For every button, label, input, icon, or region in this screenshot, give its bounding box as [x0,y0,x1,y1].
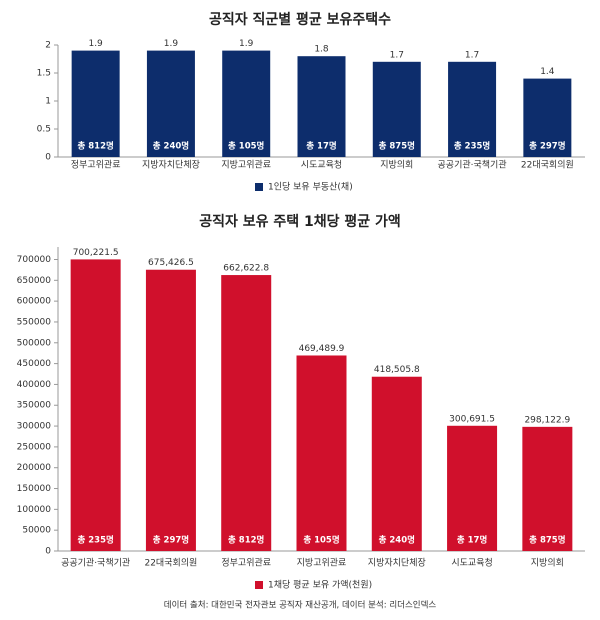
bar-inner-label: 총 105명 [228,141,264,152]
y-tick-label: 0.5 [37,125,51,135]
x-tick-label: 정부고위관료 [71,160,121,171]
y-tick-label: 550000 [17,317,52,327]
value-label: 675,426.5 [148,258,194,268]
y-tick-label: 100000 [17,505,52,515]
y-tick-label: 500000 [17,338,52,348]
bar [523,78,572,157]
bar [522,426,573,551]
legend-label: 1인당 보유 부동산(채) [268,182,353,193]
value-label: 418,505.8 [374,365,420,375]
bar-inner-label: 총 297명 [529,141,565,152]
value-label: 662,622.8 [223,264,269,274]
legend-swatch [255,581,263,589]
bar [448,61,497,157]
x-tick-label: 공공기관·국책기관 [61,557,130,569]
bar [296,355,347,551]
bar [221,275,272,551]
y-tick-label: 400000 [17,380,52,390]
bar-inner-label: 총 105명 [303,535,339,546]
bar [372,61,421,157]
value-label: 300,691.5 [449,414,495,424]
y-tick-label: 300000 [17,422,52,432]
x-tick-label: 정부고위관료 [221,558,271,569]
y-tick-label: 250000 [17,442,52,452]
bar [71,50,120,157]
value-label: 1.9 [88,39,103,49]
bar-inner-label: 총 17명 [457,535,487,546]
x-tick-label: 공공기관·국책기관 [438,159,507,171]
value-label: 1.8 [314,45,329,55]
y-tick-label: 0 [45,153,51,163]
y-tick-label: 700000 [17,255,52,265]
bar-inner-label: 총 812명 [77,141,113,152]
bar-inner-label: 총 297명 [153,535,189,546]
x-tick-label: 22대국회의원 [521,160,574,171]
x-tick-label: 지방자치단체장 [142,159,200,171]
y-tick-label: 600000 [17,297,52,307]
x-tick-label: 22대국회의원 [144,558,197,569]
chart-title: 공직자 보유 주택 1채당 평균 가액 [199,213,401,230]
footer: 데이터 출처: 대한민국 전자관보 공직자 재산공개, 데이터 분석: 리더스인… [164,600,437,611]
bar-inner-label: 총 875명 [379,141,415,152]
value-label: 1.7 [465,50,479,60]
x-tick-label: 지방고위관료 [297,558,347,569]
legend-swatch [255,183,263,191]
y-tick-label: 650000 [17,276,52,286]
bar [146,50,195,157]
bar [297,56,346,158]
x-tick-label: 시도교육청 [451,558,492,569]
y-tick-label: 50000 [22,526,51,536]
value-label: 700,221.5 [73,248,119,258]
x-tick-label: 지방의회 [380,160,413,171]
y-tick-label: 450000 [17,359,52,369]
value-label: 1.4 [540,67,555,77]
bar [70,259,121,551]
bar-inner-label: 총 17명 [306,141,336,152]
bar-inner-label: 총 235명 [454,141,490,152]
y-tick-label: 150000 [17,484,52,494]
value-label: 1.7 [390,50,404,60]
y-tick-label: 2 [45,41,51,51]
bar-inner-label: 총 235명 [77,535,113,546]
x-tick-label: 지방고위관료 [221,160,271,171]
bar-inner-label: 총 240명 [379,535,415,546]
value-label: 1.9 [164,39,179,49]
chart-title: 공직자 직군별 평균 보유주택수 [209,11,391,28]
bar-inner-label: 총 875명 [529,535,565,546]
value-label: 298,122.9 [524,415,570,425]
y-tick-label: 200000 [17,463,52,473]
x-tick-label: 시도교육청 [301,160,342,171]
bar [447,425,498,551]
bar-inner-label: 총 812명 [228,535,264,546]
y-tick-label: 0 [45,547,51,557]
y-tick-label: 1 [45,97,51,107]
bar-inner-label: 총 240명 [153,141,189,152]
value-label: 1.9 [239,39,254,49]
bar [145,269,196,551]
value-label: 469,489.9 [299,344,345,354]
x-tick-label: 지방의회 [531,558,564,569]
x-tick-label: 지방자치단체장 [368,557,426,569]
bar [371,376,422,551]
bar [222,50,271,157]
y-tick-label: 350000 [17,401,52,411]
y-tick-label: 1.5 [37,69,51,79]
legend-label: 1채당 평균 보유 가액(천원) [268,579,372,591]
